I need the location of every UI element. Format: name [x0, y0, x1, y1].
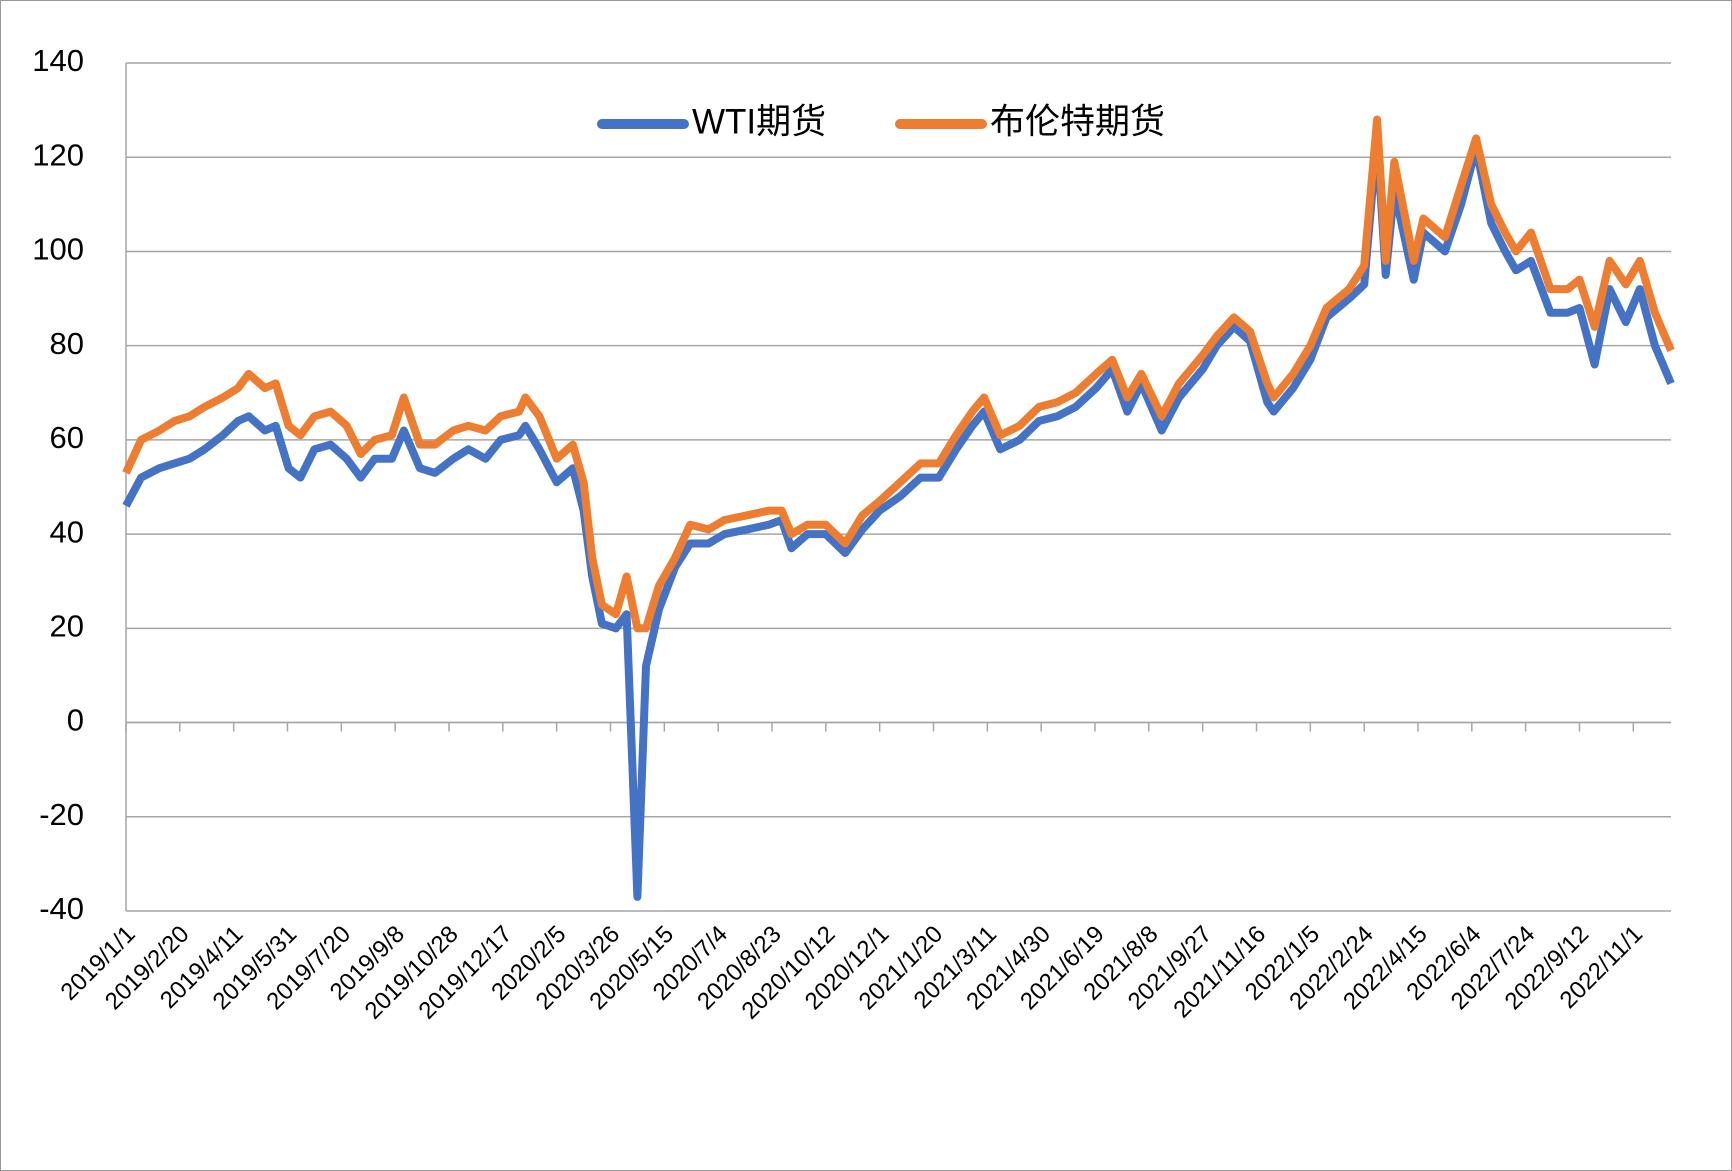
- legend-label: WTI期货: [692, 102, 826, 141]
- series-line: [122, 134, 1675, 901]
- y-tick-label: 80: [50, 326, 84, 361]
- y-tick-label: -20: [39, 797, 84, 832]
- y-tick-label: 60: [50, 420, 84, 455]
- series-line: [122, 115, 1675, 633]
- y-tick-label: -40: [39, 891, 84, 926]
- y-tick-label: 40: [50, 514, 84, 549]
- y-tick-label: 140: [32, 43, 84, 78]
- y-tick-label: 100: [32, 232, 84, 267]
- y-tick-label: 0: [67, 703, 84, 738]
- y-tick-label: 120: [32, 137, 84, 172]
- legend-label: 布伦特期货: [990, 102, 1165, 141]
- y-tick-label: 20: [50, 609, 84, 644]
